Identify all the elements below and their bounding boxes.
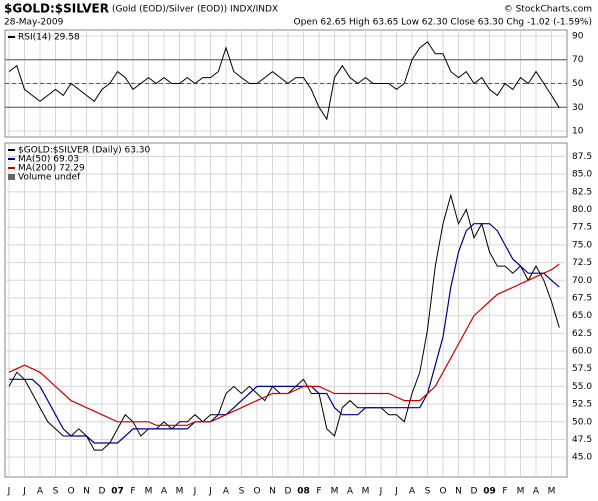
x-tick-label: M <box>145 487 153 497</box>
x-tick-label: S <box>425 487 431 497</box>
y-tick-label: 57.5 <box>572 364 592 374</box>
chart-title: $GOLD:$SILVER <box>4 2 109 16</box>
y-tick-label: 10 <box>572 127 584 137</box>
x-tick-label: J <box>7 487 11 497</box>
y-tick-label: 50 <box>572 79 584 89</box>
y-tick-label: 30 <box>572 103 584 113</box>
series-line <box>8 41 560 121</box>
y-tick-label: 87.5 <box>572 152 592 162</box>
legend-label: Volume undef <box>18 173 81 183</box>
x-tick-label: D <box>285 487 292 497</box>
x-tick-label: A <box>161 487 168 497</box>
quote: Open 62.65 High 63.65 Low 62.30 Close 63… <box>294 18 592 28</box>
y-tick-label: 72.5 <box>572 258 592 268</box>
x-tick-label: N <box>83 487 90 497</box>
x-tick-label: S <box>239 487 245 497</box>
y-tick-label: 47.5 <box>572 435 592 445</box>
legend-label: MA(50) 69.03 <box>18 155 79 165</box>
x-tick-label: M <box>548 487 556 497</box>
legend-label: MA(200) 72.29 <box>18 164 85 174</box>
date: 28-May-2009 <box>4 18 64 28</box>
y-tick-label: 82.5 <box>572 187 592 197</box>
x-tick-label: M <box>362 487 370 497</box>
x-tick-label: A <box>409 487 416 497</box>
x-tick-label: 07 <box>111 487 124 497</box>
y-tick-label: 70 <box>572 55 584 65</box>
x-tick-label: A <box>347 487 354 497</box>
y-tick-label: 67.5 <box>572 293 592 303</box>
y-tick-label: 70.0 <box>572 276 592 286</box>
price-frame <box>4 142 568 478</box>
y-tick-label: 60.0 <box>572 347 592 357</box>
legend-swatch <box>8 174 15 180</box>
x-tick-label: O <box>439 487 446 497</box>
x-tick-label: J <box>22 487 26 497</box>
y-tick-label: 52.5 <box>572 400 592 410</box>
x-tick-label: N <box>455 487 462 497</box>
x-tick-label: F <box>502 487 507 497</box>
x-tick-label: A <box>533 487 540 497</box>
x-tick-label: A <box>37 487 44 497</box>
series-line <box>8 193 560 451</box>
y-tick-label: 75.0 <box>572 240 592 250</box>
y-tick-label: 80.0 <box>572 205 592 215</box>
y-tick-label: 90 <box>572 31 584 41</box>
x-tick-label: O <box>67 487 74 497</box>
x-tick-label: M <box>331 487 339 497</box>
x-tick-label: M <box>517 487 525 497</box>
y-tick-label: 45.0 <box>572 453 592 463</box>
legend-label: RSI(14) 29.58 <box>18 33 80 43</box>
x-tick-label: 09 <box>483 487 496 497</box>
x-tick-label: S <box>53 487 59 497</box>
y-tick-label: 85.0 <box>572 170 592 180</box>
x-tick-label: 08 <box>297 487 310 497</box>
x-tick-label: J <box>208 487 212 497</box>
x-tick-label: N <box>269 487 276 497</box>
x-tick-label: O <box>253 487 260 497</box>
x-tick-label: D <box>471 487 478 497</box>
x-tick-label: F <box>316 487 321 497</box>
x-tick-label: D <box>99 487 106 497</box>
series-line <box>9 223 560 444</box>
y-tick-label: 65.0 <box>572 311 592 321</box>
y-tick-label: 50.0 <box>572 417 592 427</box>
y-tick-label: 77.5 <box>572 223 592 233</box>
legend-label: $GOLD:$SILVER (Daily) 63.30 <box>18 146 151 156</box>
x-tick-label: J <box>379 487 383 497</box>
y-tick-label: 62.5 <box>572 329 592 339</box>
watermark: © StockCharts.com <box>504 5 592 15</box>
y-tick-label: 55.0 <box>572 382 592 392</box>
x-tick-label: F <box>130 487 135 497</box>
x-tick-label: J <box>394 487 398 497</box>
series-line <box>8 263 560 426</box>
x-tick-label: J <box>193 487 197 497</box>
x-tick-label: A <box>223 487 230 497</box>
x-tick-label: M <box>176 487 184 497</box>
subtitle: (Gold (EOD)/Silver (EOD)) INDX/INDX <box>112 5 278 15</box>
